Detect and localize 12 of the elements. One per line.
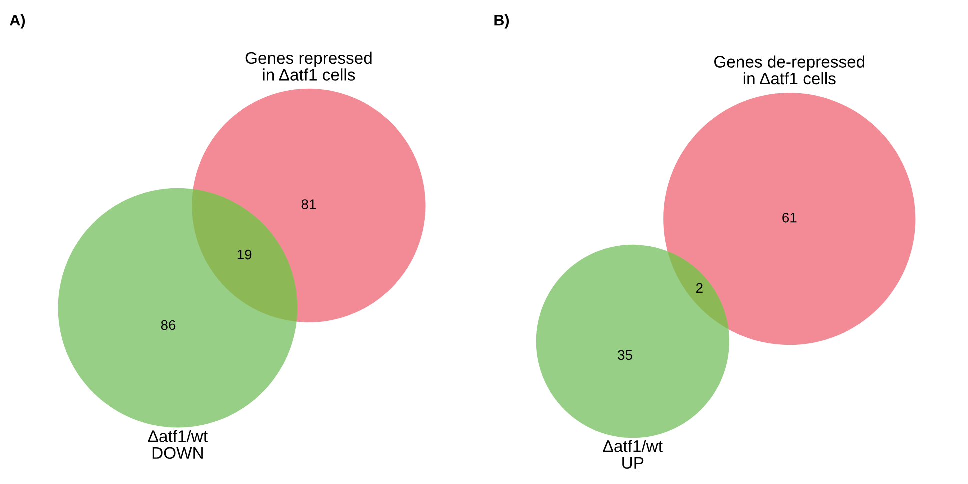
text: Δatf1/wt DOWN (148, 430, 208, 460)
data-label: 86 (161, 320, 176, 330)
text: Δatf1/wt UP (603, 440, 663, 470)
text: A) (10, 14, 26, 29)
data-label: 19 (238, 250, 252, 260)
data-label: 35 (618, 350, 632, 360)
data-label: 2 (696, 283, 703, 293)
text: B) (494, 14, 510, 29)
text: Genes repressed in Δatf1 cells (246, 52, 372, 81)
text: Genes de-repressed in Δatf1 cells (714, 56, 865, 85)
data-label: 81 (302, 200, 316, 210)
data-label: 61 (782, 212, 797, 223)
